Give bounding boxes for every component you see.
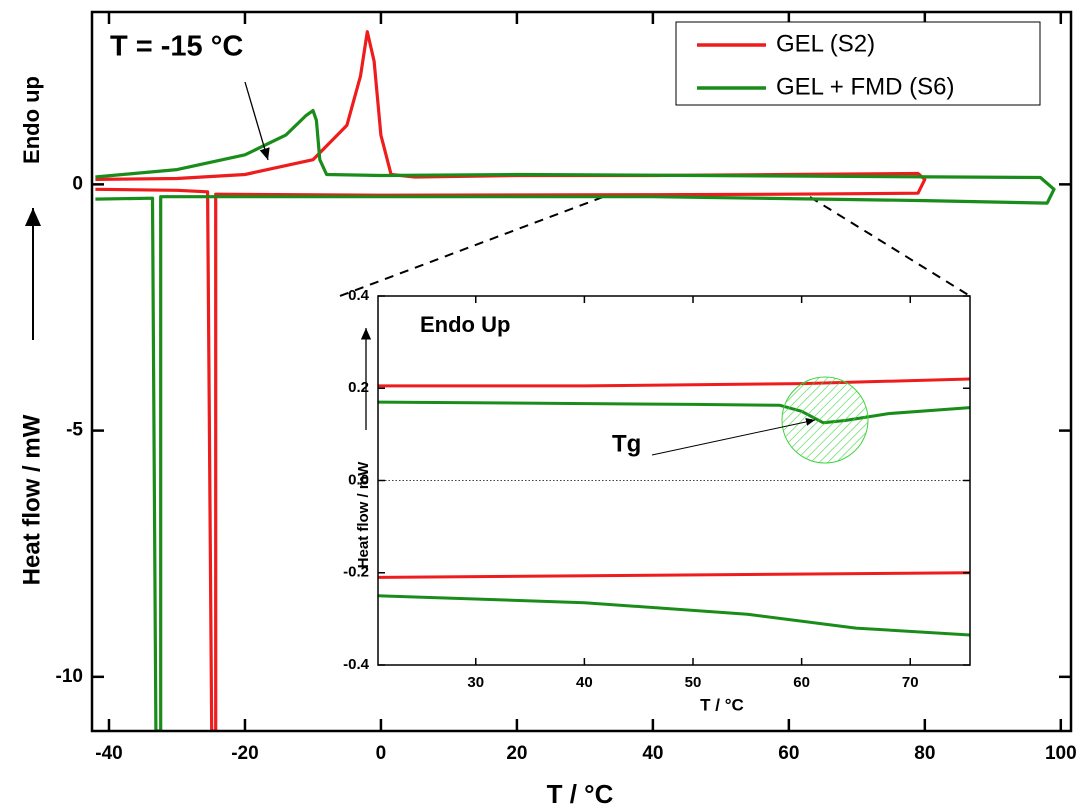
inset-x-axis-label: T / °C: [700, 695, 744, 714]
tg-highlight: [781, 376, 869, 464]
legend: GEL (S2) GEL + FMD (S6): [675, 21, 1041, 106]
y-tick-label: -0.4: [343, 656, 370, 673]
y-tick-label: -10: [56, 666, 83, 687]
x-tick-label: 70: [902, 674, 919, 691]
x-tick-label: -20: [231, 743, 258, 764]
main-plot: -40 -20 0 20 40 60 80 100 -10 -5 0: [56, 10, 1077, 764]
inset-annotation: Tg: [612, 430, 641, 457]
plot-frame: [90, 10, 1073, 733]
annotation-arrow: [244, 81, 270, 161]
y-annotation: Endo up: [19, 76, 44, 164]
x-tick-label: 30: [467, 674, 484, 691]
y-tick-label: -5: [66, 420, 83, 441]
series-group: [378, 377, 970, 637]
y-tick-label: 0: [72, 173, 83, 194]
y-tick-label: 0.0: [348, 471, 369, 488]
data-line: [95, 108, 1056, 731]
legend-box: [675, 21, 1041, 106]
x-tick-label: 0: [376, 743, 387, 764]
y-tick-label: 0.2: [348, 379, 369, 396]
x-tick-label: 60: [778, 743, 799, 764]
x-axis-label: T / °C: [547, 779, 614, 809]
x-tick-label: 20: [506, 743, 527, 764]
x-tick-label: -40: [95, 743, 122, 764]
data-line: [378, 594, 970, 637]
x-tick-label: 50: [685, 674, 702, 691]
annotation-arrow: [651, 417, 816, 456]
x-tick-label: 60: [793, 674, 810, 691]
inset-plot: 30 40 50 60 70 -0.4 -0.2 0.0 0.2 0.4: [343, 287, 971, 691]
y-axis-label: Heat flow / mW: [18, 414, 45, 585]
x-tick-label: 40: [642, 743, 663, 764]
data-line: [378, 377, 970, 388]
x-tick-label: 80: [914, 743, 935, 764]
legend-label: GEL + FMD (S6): [776, 73, 954, 100]
x-tick-label: 100: [1045, 743, 1077, 764]
y-tick-label: 0.4: [348, 287, 370, 304]
legend-label: GEL (S2): [776, 30, 875, 57]
series-group: [95, 30, 1056, 731]
annotation: T = -15 °C: [110, 31, 243, 63]
x-tick-label: 40: [576, 674, 593, 691]
inset-y-axis-label: Heat flow / mW: [355, 461, 372, 569]
y-tick-label: -0.2: [343, 564, 369, 581]
inset-y-annotation: Endo Up: [420, 312, 510, 337]
data-line: [378, 571, 970, 579]
